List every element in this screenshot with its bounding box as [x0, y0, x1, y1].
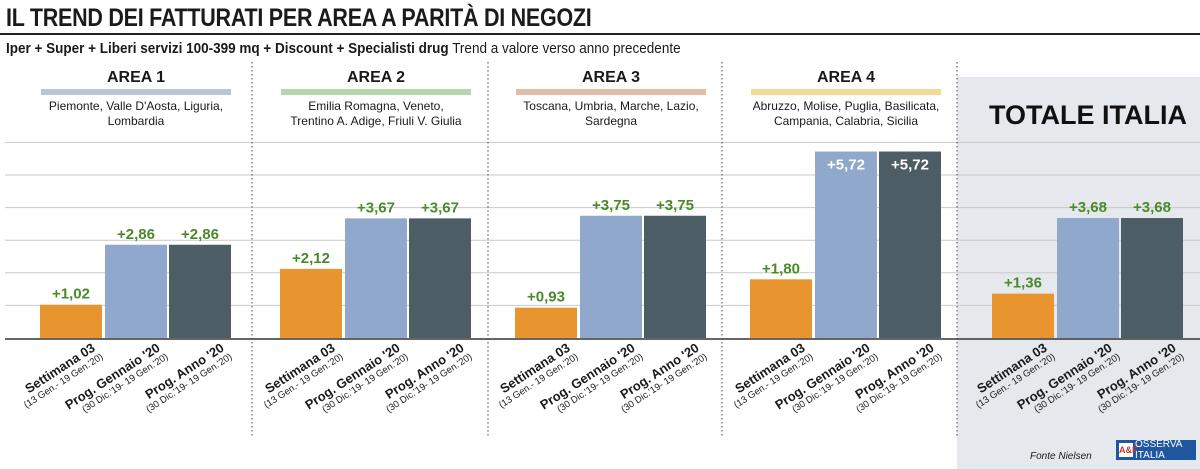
- publisher-logo: A&F OSSERVA ITALIA: [1116, 439, 1196, 461]
- area-regions: Toscana, Umbria, Marche, Lazio,: [523, 99, 698, 113]
- area-title: AREA 1: [107, 69, 165, 86]
- area-regions: Trentino A. Adige, Friuli V. Giulia: [290, 114, 462, 128]
- data-label: +3,67: [357, 199, 395, 216]
- bar: [105, 244, 167, 338]
- bar: [580, 215, 642, 338]
- subtitle-rest: Trend a valore verso anno precedente: [452, 40, 681, 57]
- data-label: +2,12: [292, 250, 330, 267]
- area-color-band: [751, 89, 941, 95]
- area-color-band: [41, 89, 231, 95]
- area-regions: Lombardia: [108, 114, 165, 128]
- total-title: TOTALE ITALIA: [989, 100, 1187, 130]
- data-label: +3,67: [421, 199, 459, 216]
- title-rule: [0, 33, 1200, 35]
- bar: [1121, 218, 1183, 338]
- data-label: +0,93: [527, 289, 565, 306]
- logo-text: OSSERVA ITALIA: [1135, 439, 1182, 461]
- bar: [169, 244, 231, 338]
- data-label: +5,72: [891, 157, 929, 174]
- area-title: AREA 2: [347, 69, 405, 86]
- logo-mark: A&F: [1119, 443, 1138, 457]
- bar: [992, 293, 1054, 338]
- area-regions: Piemonte, Valle D'Aosta, Liguria,: [49, 99, 223, 113]
- data-label: +2,86: [181, 226, 219, 243]
- chart-subtitle: Iper + Super + Liberi servizi 100-399 mq…: [6, 40, 681, 57]
- bar: [815, 151, 877, 338]
- area-title: AREA 3: [582, 69, 640, 86]
- source-note: Fonte Nielsen: [1030, 451, 1092, 462]
- bar: [644, 215, 706, 338]
- data-label: +3,68: [1133, 199, 1171, 216]
- data-label: +1,36: [1004, 275, 1042, 292]
- data-label: +3,68: [1069, 199, 1107, 216]
- bar: [40, 304, 102, 338]
- area-regions: Emilia Romagna, Veneto,: [308, 99, 443, 113]
- data-label: +3,75: [592, 197, 630, 214]
- bar: [750, 279, 812, 338]
- bar: [409, 218, 471, 338]
- bar: [515, 307, 577, 338]
- area-title: AREA 4: [817, 69, 875, 86]
- area-color-band: [516, 89, 706, 95]
- area-regions: Sardegna: [585, 114, 637, 128]
- data-label: +3,75: [656, 197, 694, 214]
- area-regions: Abruzzo, Molise, Puglia, Basilicata,: [753, 99, 940, 113]
- area-regions: Campania, Calabria, Sicilia: [774, 114, 918, 128]
- area-color-band: [281, 89, 471, 95]
- bar: [280, 268, 342, 338]
- data-label: +1,80: [762, 260, 800, 277]
- data-label: +5,72: [827, 157, 865, 174]
- bar: [345, 218, 407, 338]
- data-label: +2,86: [117, 226, 155, 243]
- bar: [1057, 218, 1119, 338]
- subtitle-bold: Iper + Super + Liberi servizi 100-399 mq…: [6, 40, 449, 57]
- chart-title: IL TREND DEI FATTURATI PER AREA A PARITÀ…: [6, 4, 592, 32]
- bar: [879, 151, 941, 338]
- data-label: +1,02: [52, 286, 90, 303]
